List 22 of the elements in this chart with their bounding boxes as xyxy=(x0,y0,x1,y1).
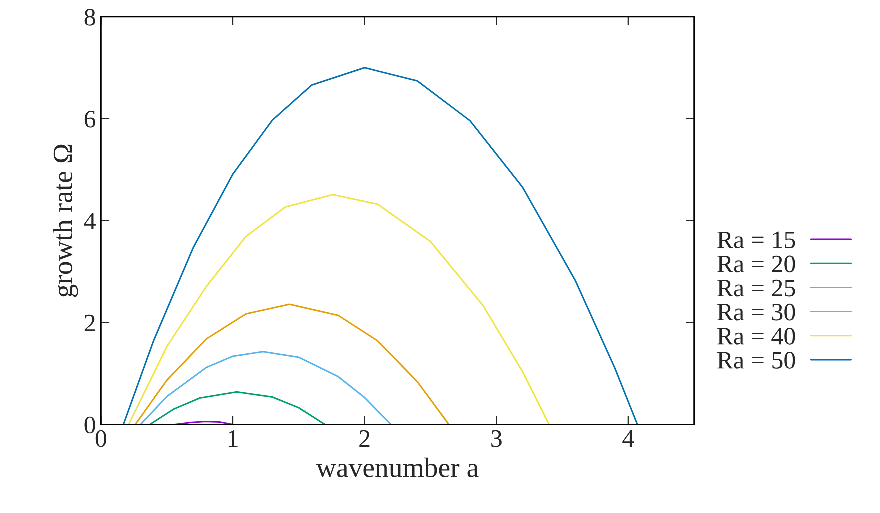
y-tick-label: 4 xyxy=(84,213,96,230)
x-axis-title: wavenumber a xyxy=(316,458,479,478)
x-tick-label: 1 xyxy=(228,430,238,447)
x-tick-label: 4 xyxy=(622,430,634,447)
line-series xyxy=(128,194,550,425)
y-tick-label: 0 xyxy=(84,416,96,434)
line-series xyxy=(140,351,392,425)
y-tick-label: 6 xyxy=(84,111,96,128)
line-series xyxy=(134,304,450,425)
legend-label: Ra = 20 xyxy=(718,256,796,273)
legend-label: Ra = 25 xyxy=(718,280,796,297)
line-series xyxy=(122,67,638,425)
legend-label: Ra = 30 xyxy=(718,304,796,321)
legend-label: Ra = 40 xyxy=(718,328,796,345)
line-series xyxy=(149,391,326,425)
y-tick-label: 2 xyxy=(84,314,95,332)
x-tick-label: 3 xyxy=(492,430,502,448)
y-tick-label: 8 xyxy=(84,8,96,26)
legend-label: Ra = 15 xyxy=(718,232,796,249)
legend-label: Ra = 50 xyxy=(718,352,796,369)
y-axis-title: growth rate Ω xyxy=(53,144,78,298)
x-tick-label: 2 xyxy=(360,430,370,447)
